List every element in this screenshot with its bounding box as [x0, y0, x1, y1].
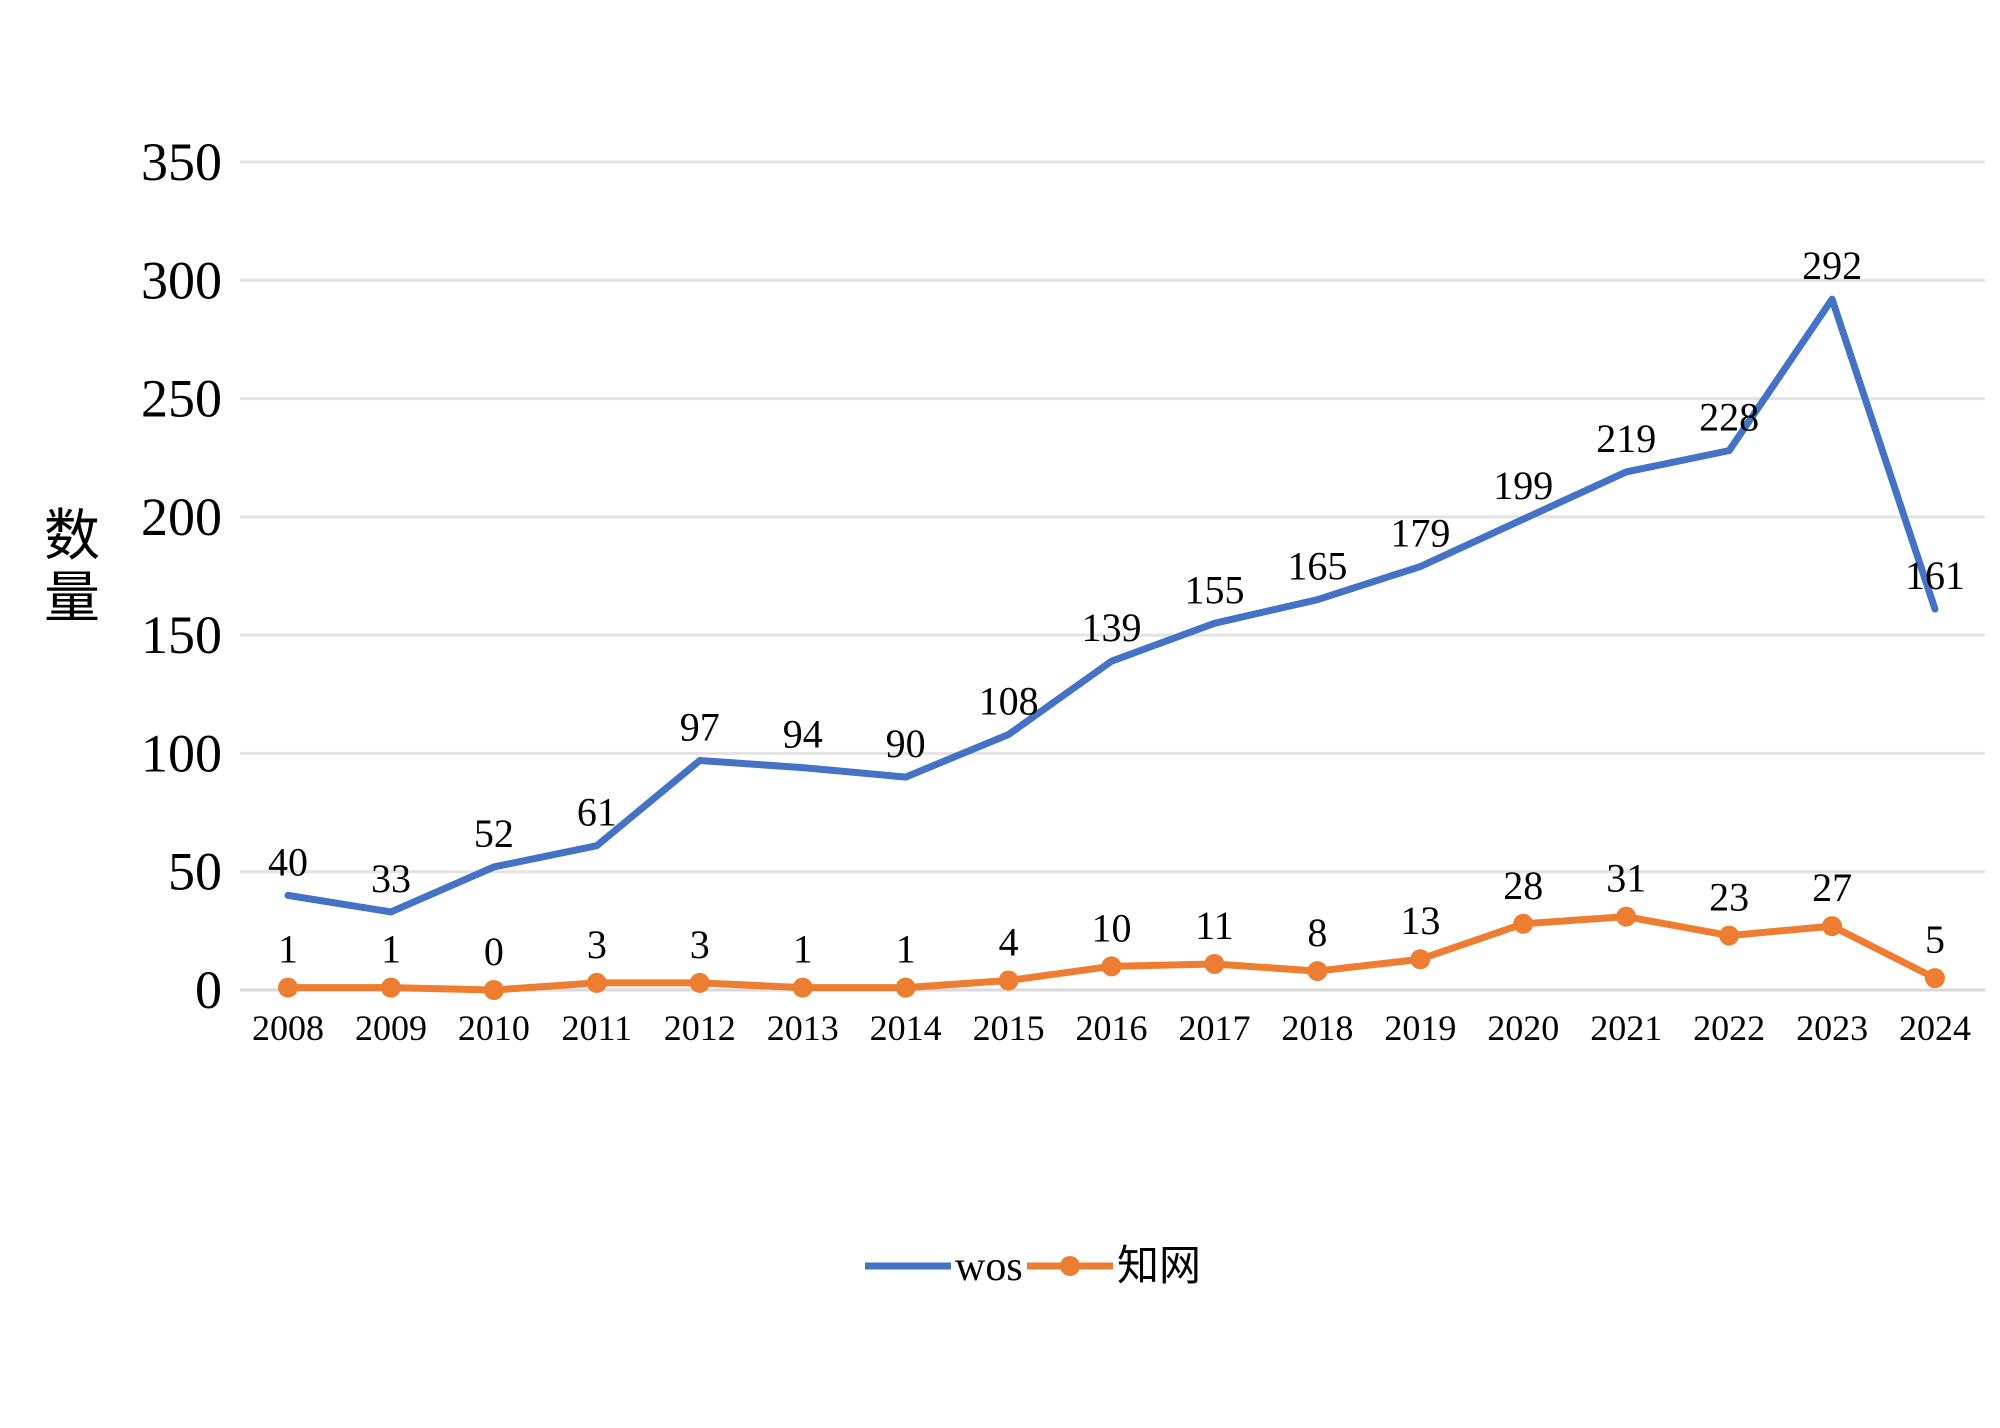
y-axis-title: 数量 — [44, 506, 100, 630]
x-tick-2019: 2019 — [1384, 1008, 1456, 1048]
legend-label: wos — [955, 1244, 1023, 1290]
legend-item-知网: 知网 — [1027, 1244, 1201, 1290]
data-point-知网-2020 — [1513, 913, 1534, 934]
data-label-wos-2017: 155 — [1184, 567, 1244, 612]
data-label-wos-2009: 33 — [371, 856, 411, 901]
legend-label: 知网 — [1117, 1244, 1201, 1290]
x-tick-2018: 2018 — [1281, 1008, 1353, 1048]
data-point-知网-2010 — [483, 980, 504, 1000]
data-point-知网-2009 — [380, 977, 401, 998]
data-point-知网-2019 — [1410, 949, 1431, 970]
data-label-知网-2009: 1 — [381, 927, 401, 972]
data-point-知网-2017 — [1204, 953, 1225, 974]
data-label-wos-2023: 292 — [1802, 243, 1862, 288]
data-label-wos-2014: 90 — [886, 721, 926, 766]
x-tick-2014: 2014 — [870, 1008, 942, 1048]
data-label-知网-2018: 8 — [1307, 910, 1327, 955]
data-label-知网-2016: 10 — [1092, 905, 1132, 950]
data-point-知网-2024 — [1925, 968, 1945, 989]
y-tick-label: 100 — [141, 723, 222, 783]
data-point-知网-2012 — [689, 972, 710, 993]
data-label-知网-2024: 5 — [1925, 917, 1945, 962]
x-tick-2017: 2017 — [1178, 1008, 1250, 1048]
data-label-知网-2010: 0 — [484, 929, 504, 974]
data-label-wos-2008: 40 — [268, 839, 308, 884]
x-tick-2023: 2023 — [1796, 1008, 1868, 1048]
data-label-wos-2021: 219 — [1596, 416, 1656, 461]
y-tick-label: 200 — [141, 487, 222, 547]
data-label-知网-2014: 1 — [896, 927, 916, 972]
data-point-知网-2013 — [792, 977, 813, 998]
data-label-wos-2010: 52 — [474, 811, 514, 856]
x-tick-2013: 2013 — [767, 1008, 839, 1048]
data-point-知网-2014 — [895, 977, 916, 998]
data-label-知网-2023: 27 — [1812, 865, 1852, 910]
data-point-知网-2023 — [1822, 916, 1843, 937]
x-tick-2015: 2015 — [973, 1008, 1045, 1048]
data-label-知网-2013: 1 — [793, 927, 813, 972]
data-label-wos-2018: 165 — [1287, 544, 1347, 589]
data-point-知网-2015 — [998, 970, 1019, 991]
data-label-wos-2015: 108 — [979, 679, 1039, 724]
x-tick-2021: 2021 — [1590, 1008, 1662, 1048]
y-axis-ticks: 0 50 100 150 200 250 300 350 — [141, 132, 222, 1020]
legend-item-wos: wos — [865, 1244, 1023, 1290]
y-tick-label: 300 — [141, 250, 222, 310]
data-label-wos-2020: 199 — [1493, 463, 1553, 508]
data-label-知网-2017: 11 — [1195, 903, 1234, 948]
data-label-wos-2013: 94 — [783, 712, 823, 757]
x-axis-ticks: 2008 2009 2010 2011 2012 2013 2014 2015 2016 2017… — [252, 1008, 1971, 1048]
gridlines — [240, 160, 1985, 992]
data-point-知网-2008 — [278, 977, 298, 998]
data-label-知网-2021: 31 — [1606, 856, 1646, 901]
x-tick-2012: 2012 — [664, 1008, 736, 1048]
data-label-wos-2022: 228 — [1699, 395, 1759, 440]
y-tick-label: 50 — [168, 842, 222, 902]
legend: wos 知网 — [865, 1244, 1201, 1290]
y-tick-label: 250 — [141, 369, 222, 429]
x-tick-2011: 2011 — [561, 1008, 632, 1048]
data-label-wos-2012: 97 — [680, 705, 720, 750]
legend-marker — [1060, 1256, 1080, 1276]
series — [278, 295, 1945, 1000]
x-tick-2008: 2008 — [252, 1008, 324, 1048]
data-label-wos-2011: 61 — [577, 790, 617, 835]
x-tick-2010: 2010 — [458, 1008, 530, 1048]
data-label-知网-2019: 13 — [1400, 898, 1440, 943]
y-tick-label: 350 — [141, 132, 222, 192]
data-point-知网-2016 — [1101, 956, 1122, 977]
x-tick-2020: 2020 — [1487, 1008, 1559, 1048]
data-label-知网-2008: 1 — [278, 927, 298, 972]
data-label-wos-2019: 179 — [1390, 511, 1450, 556]
data-label-知网-2022: 23 — [1709, 875, 1749, 920]
data-point-知网-2021 — [1616, 906, 1637, 927]
data-label-知网-2011: 3 — [587, 922, 607, 967]
x-tick-2009: 2009 — [355, 1008, 427, 1048]
y-tick-label: 150 — [141, 605, 222, 665]
x-tick-2016: 2016 — [1076, 1008, 1148, 1048]
data-label-wos-2016: 139 — [1082, 605, 1142, 650]
y-tick-label: 0 — [195, 960, 222, 1020]
x-tick-2024: 2024 — [1899, 1008, 1971, 1048]
data-label-wos-2024: 161 — [1905, 553, 1965, 598]
data-point-知网-2022 — [1719, 925, 1740, 946]
data-label-知网-2015: 4 — [999, 920, 1019, 965]
data-label-知网-2012: 3 — [690, 922, 710, 967]
data-point-知网-2011 — [586, 972, 607, 993]
data-label-知网-2020: 28 — [1503, 863, 1543, 908]
x-tick-2022: 2022 — [1693, 1008, 1765, 1048]
series-line-wos — [284, 295, 1939, 916]
data-point-知网-2018 — [1307, 961, 1328, 982]
